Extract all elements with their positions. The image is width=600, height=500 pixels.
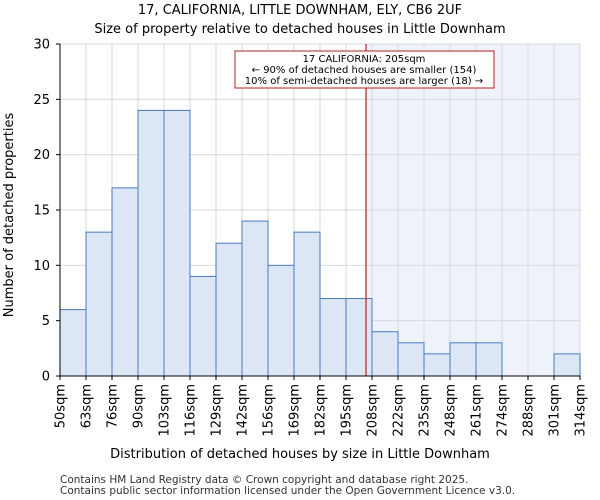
- bar-15: [449, 342, 477, 377]
- footer-line-1: Contains HM Land Registry data © Crown c…: [60, 474, 468, 486]
- footer-line-2: Contains public sector information licen…: [60, 485, 515, 497]
- annotation-line-3: 10% of semi-detached houses are larger (…: [245, 76, 483, 87]
- bar-19: [553, 353, 581, 377]
- bar-5: [189, 275, 217, 377]
- annotation-line-1: 17 CALIFORNIA: 205sqm: [303, 54, 426, 65]
- x-tick-label-14: 235sqm: [418, 384, 433, 437]
- bar-8: [267, 264, 295, 377]
- x-tick-label-8: 156sqm: [262, 384, 277, 437]
- x-tick-label-17: 274sqm: [496, 384, 511, 437]
- y-tick-label-0: 0: [42, 370, 50, 385]
- annotation-line-2: ← 90% of detached houses are smaller (15…: [252, 65, 477, 76]
- y-tick-label-4: 20: [33, 148, 50, 163]
- bar-7: [241, 220, 269, 377]
- chart-subtitle: Size of property relative to detached ho…: [94, 22, 505, 37]
- bar-6: [215, 242, 243, 377]
- y-tick-label-1: 5: [42, 314, 50, 329]
- annotation-border: [234, 50, 495, 89]
- x-tick-label-13: 222sqm: [392, 384, 407, 437]
- bar-10: [319, 298, 347, 377]
- x-tick-label-2: 76sqm: [106, 384, 121, 428]
- bar-1: [85, 231, 113, 377]
- bar-4: [163, 109, 191, 377]
- bar-9: [293, 231, 321, 377]
- bar-16: [475, 342, 503, 377]
- bar-14: [423, 353, 451, 377]
- x-tick-label-20: 314sqm: [574, 384, 589, 437]
- bar-13: [397, 342, 425, 377]
- annotation-box: 17 CALIFORNIA: 205sqm ← 90% of detached …: [234, 50, 495, 89]
- y-axis-label: Number of detached properties: [2, 113, 17, 318]
- y-tick-label-3: 15: [33, 204, 50, 219]
- x-tick-label-10: 182sqm: [314, 384, 329, 437]
- chart-title: 17, CALIFORNIA, LITTLE DOWNHAM, ELY, CB6…: [138, 3, 462, 18]
- x-tick-label-1: 63sqm: [80, 384, 95, 428]
- x-tick-label-16: 261sqm: [470, 384, 485, 437]
- x-tick-label-15: 248sqm: [444, 384, 459, 437]
- x-axis-label: Distribution of detached houses by size …: [110, 447, 490, 462]
- y-tick-label-2: 10: [33, 259, 50, 274]
- y-tick-label-5: 25: [33, 93, 50, 108]
- x-tick-label-11: 195sqm: [340, 384, 355, 437]
- y-tick-label-6: 30: [33, 38, 50, 53]
- x-tick-label-0: 50sqm: [54, 384, 69, 428]
- bar-3: [137, 109, 165, 377]
- bar-0: [59, 309, 87, 377]
- bar-12: [371, 331, 399, 377]
- x-tick-label-12: 208sqm: [366, 384, 381, 437]
- x-tick-label-6: 129sqm: [210, 384, 225, 437]
- x-tick-label-9: 169sqm: [288, 384, 303, 437]
- x-tick-label-3: 90sqm: [132, 384, 147, 428]
- x-tick-label-7: 142sqm: [236, 384, 251, 437]
- bar-2: [111, 187, 139, 377]
- x-tick-label-18: 288sqm: [522, 384, 537, 437]
- x-tick-label-19: 301sqm: [548, 384, 563, 437]
- bar-11: [345, 298, 373, 377]
- x-tick-label-4: 103sqm: [158, 384, 173, 437]
- x-tick-label-5: 116sqm: [184, 384, 199, 437]
